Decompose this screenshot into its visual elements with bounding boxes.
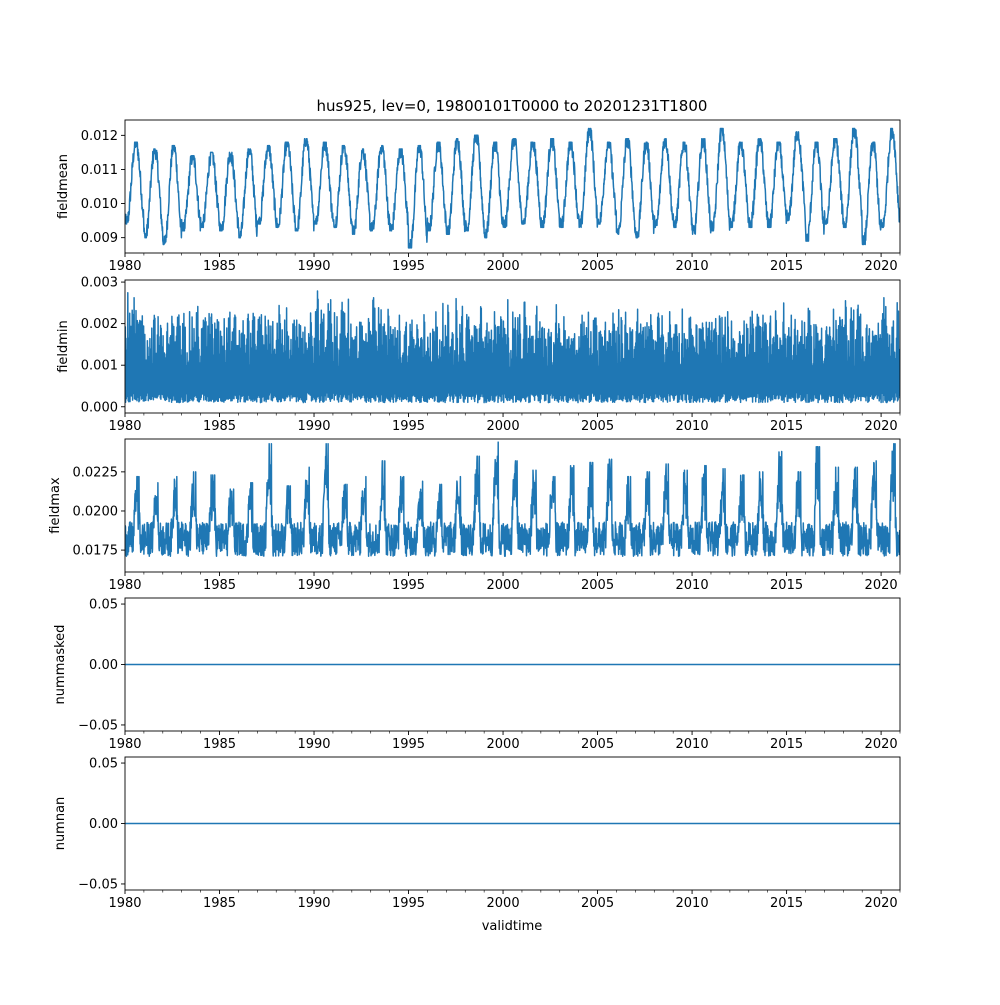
x-tick-label: 1980 [108, 896, 141, 911]
y-tick-label: 0.009 [81, 231, 118, 246]
x-tick-label: 2005 [581, 737, 614, 752]
x-tick-label: 1985 [203, 896, 236, 911]
y-tick-label: 0.00 [89, 817, 118, 832]
x-tick-label: 1985 [203, 259, 236, 274]
y-axis-label: fieldmean [56, 154, 71, 219]
y-tick-label: 0.001 [81, 359, 118, 374]
x-tick-label: 1990 [297, 578, 330, 593]
x-tick-label: 2010 [676, 578, 709, 593]
x-tick-label: 2005 [581, 578, 614, 593]
x-tick-label: 2020 [865, 896, 898, 911]
y-tick-label: −0.05 [78, 718, 118, 733]
x-tick-label: 2020 [865, 578, 898, 593]
x-tick-label: 2010 [676, 737, 709, 752]
x-tick-label: 2015 [770, 419, 803, 434]
y-tick-label: 0.010 [81, 197, 118, 212]
x-tick-label: 2005 [581, 419, 614, 434]
x-tick-label: 2010 [676, 419, 709, 434]
x-tick-label: 2015 [770, 896, 803, 911]
y-tick-label: 0.012 [81, 129, 118, 144]
x-tick-label: 1995 [392, 896, 425, 911]
series-line-fieldmax [125, 441, 900, 558]
x-tick-label: 1980 [108, 578, 141, 593]
x-tick-label: 2005 [581, 896, 614, 911]
x-tick-label: 2015 [770, 737, 803, 752]
x-tick-label: 2000 [487, 419, 520, 434]
x-tick-label: 1990 [297, 896, 330, 911]
y-tick-label: 0.000 [81, 400, 118, 415]
subplot-fieldmean: 1980 1985 1990 1995 2000 2005 2010 2015 2020 0.00… [56, 119, 901, 274]
y-axis-label: fieldmax [48, 477, 63, 534]
subplot-nummasked: 1980 1985 1990 1995 2000 2005 2010 2015 2020 −0.0… [53, 598, 901, 752]
axes-frame [124, 438, 901, 573]
series-line-fieldmean [125, 127, 900, 249]
y-tick-label: −0.05 [78, 877, 118, 892]
y-axis-label: numnan [53, 797, 68, 851]
x-tick-label: 2010 [676, 259, 709, 274]
x-tick-label: 1995 [392, 419, 425, 434]
x-tick-label: 1990 [297, 419, 330, 434]
x-tick-label: 1980 [108, 259, 141, 274]
x-tick-label: 1985 [203, 419, 236, 434]
x-tick-label: 2020 [865, 259, 898, 274]
subplots: 1980 1985 1990 1995 2000 2005 2010 2015 2020 0.00… [48, 119, 901, 911]
y-tick-label: 0.00 [89, 658, 118, 673]
y-tick-label: 0.003 [81, 276, 118, 291]
x-tick-label: 2000 [487, 578, 520, 593]
x-tick-label: 2000 [487, 737, 520, 752]
y-axis-label: fieldmin [56, 320, 71, 373]
x-tick-label: 2005 [581, 259, 614, 274]
x-tick-label: 1990 [297, 259, 330, 274]
subplot-numnan: 1980 1985 1990 1995 2000 2005 2010 2015 2020 −0.0… [53, 757, 901, 911]
x-tick-label: 2000 [487, 896, 520, 911]
figure-title: hus925, lev=0, 19800101T0000 to 20201231… [317, 97, 708, 115]
x-tick-label: 2000 [487, 259, 520, 274]
y-tick-label: 0.011 [81, 163, 118, 178]
x-tick-label: 2015 [770, 259, 803, 274]
axes-frame [124, 279, 901, 414]
x-tick-label: 1995 [392, 259, 425, 274]
series-line-fieldmin [125, 290, 900, 404]
y-tick-label: 0.0200 [73, 504, 119, 519]
x-axis-label: validtime [482, 919, 543, 934]
x-tick-label: 2010 [676, 896, 709, 911]
x-tick-label: 2015 [770, 578, 803, 593]
x-tick-label: 1995 [392, 737, 425, 752]
x-tick-label: 1980 [108, 737, 141, 752]
y-tick-label: 0.05 [89, 598, 118, 613]
subplot-fieldmax: 1980 1985 1990 1995 2000 2005 2010 2015 2020 0.01… [48, 438, 901, 593]
subplot-fieldmin: 1980 1985 1990 1995 2000 2005 2010 2015 2020 0.00… [56, 276, 901, 434]
x-tick-label: 2020 [865, 737, 898, 752]
y-tick-label: 0.0225 [73, 465, 119, 480]
x-tick-label: 1985 [203, 737, 236, 752]
x-tick-label: 1995 [392, 578, 425, 593]
axes-frame [124, 119, 901, 254]
y-tick-label: 0.002 [81, 317, 118, 332]
y-tick-label: 0.05 [89, 757, 118, 772]
x-tick-label: 1990 [297, 737, 330, 752]
y-tick-label: 0.0175 [73, 544, 119, 559]
x-tick-label: 1985 [203, 578, 236, 593]
x-tick-label: 1980 [108, 419, 141, 434]
x-tick-label: 2020 [865, 419, 898, 434]
y-axis-label: nummasked [53, 625, 68, 705]
